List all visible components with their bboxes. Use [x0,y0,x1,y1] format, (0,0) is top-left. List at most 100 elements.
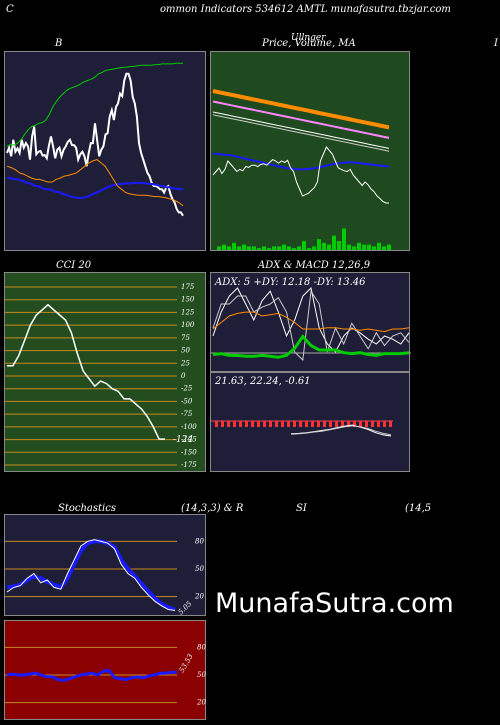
volume-bar [307,248,311,250]
cci-tick-label: 100 [181,321,195,329]
stoch-tick-label: 20 [194,593,204,601]
cci-last-value: -124 [173,435,193,445]
adx-panel: ADX: 5 +DY: 12.18 -DY: 13.46 [210,272,411,372]
si-last-value: 53.53 [178,652,195,674]
volume-bar [217,246,221,250]
macd-histogram-bar [377,421,380,427]
si-panel: 80 50 20 53.53 [4,620,206,720]
cci-tick-label: -50 [181,397,193,405]
price-ma-orange [212,89,390,130]
volume-bar [377,242,381,250]
cci-tick-label: -150 [181,448,197,456]
macd-histogram-bar [335,421,338,427]
price-close-line [212,146,389,204]
volume-bar [362,244,366,250]
volume-bar [222,244,226,250]
volume-bar [297,246,301,250]
volume-bar [382,246,386,250]
volume-bar [282,244,286,250]
cci-tick-label: -75 [181,410,193,418]
macd-histogram-bar [275,421,278,427]
volume-bar [262,246,266,250]
volume-bar [372,246,376,250]
adx-title: ADX & MACD 12,26,9 [258,260,371,271]
volume-bar [277,246,281,250]
adx-minus-di-line [212,289,410,362]
macd-histogram-bar [293,421,296,427]
cci-tick-label: -25 [181,385,193,393]
macd-histogram-bar [353,421,356,427]
macd-histogram-bar [359,421,362,427]
macd-histogram-bar [221,421,224,427]
stoch-tick-label: 80 [195,537,204,545]
macd-histogram-bar [215,421,218,427]
volume-bar [252,246,256,250]
si-chart: 80 50 20 53.53 [5,643,206,707]
bb-lower-band [6,159,184,207]
watermark: MunafaSutra.com [215,588,454,619]
stoch-panel: 80 50 20 5.05 [4,514,206,616]
macd-histogram-bar [263,421,266,427]
cci-tick-label: 150 [181,296,195,304]
adx-readout: ADX: 5 +DY: 12.18 -DY: 13.46 [215,277,366,288]
cci-tick-label: -100 [181,423,197,431]
price-ma-white [212,111,390,149]
price-ma-blue [213,153,390,171]
bb-chart [6,62,184,217]
bb-middle-band [7,177,183,199]
si-params: (14,5 [405,503,432,514]
volume-bar [232,242,236,250]
si-tick-label: 80 [197,643,206,651]
cci-tick-label: 175 [181,283,195,291]
cci-chart: 175 150 125 100 75 50 25 0 -25 -50 -75 -100 -125 -150… [5,283,197,469]
volume-bar [357,242,361,250]
volume-bar [287,246,291,250]
volume-bar [347,244,351,250]
left-marker: C [6,4,14,15]
macd-histogram-bar [317,421,320,427]
volume-bar [302,241,306,250]
macd-histogram-bar [383,421,386,427]
volume-bar [272,246,276,250]
volume-bar [367,244,371,250]
cci-tick-label: -175 [181,461,197,469]
macd-histogram-bar [233,421,236,427]
adx-chart [211,287,411,362]
macd-histogram-bar [323,421,326,427]
macd-histogram-bar [251,421,254,427]
cci-tick-label: 75 [181,334,190,342]
bb-title: B [55,38,63,49]
macd-histogram-bar [305,421,308,427]
macd-histogram-bar [281,421,284,427]
cci-tick-label: -125 [181,436,197,444]
volume-bar [322,242,326,250]
page-title: ommon Indicators 534612 AMTL munafasutra… [160,4,451,15]
price-ma-pink [212,100,390,139]
price-title: Price, Volume, MA [262,38,356,49]
macd-readout: 21.63, 22.24, -0.61 [215,376,311,387]
cci-tick-label: 50 [181,347,190,355]
macd-histogram-bar [287,421,290,427]
bb-price-line [6,72,184,217]
si-tick-label: 50 [197,671,206,679]
macd-chart [211,420,393,437]
volume-bar [387,244,391,250]
si-line [6,668,177,683]
stoch-title: Stochastics [58,503,116,514]
price-panel [210,51,410,251]
cci-tick-label: 25 [180,359,190,367]
volume-bar [327,244,331,250]
volume-bar [337,241,341,250]
macd-histogram-bar [371,421,374,427]
volume-bar [292,248,296,250]
stoch-d-line [6,539,176,612]
volume-bar [267,248,271,250]
volume-bar [247,246,251,250]
cci-panel: 175 150 125 100 75 50 25 0 -25 -50 -75 -100 -125 -150… [4,272,206,472]
adx-signal-line [212,311,410,333]
volume-bar [342,228,346,250]
macd-histogram-bar [329,421,332,427]
bb-upper-band [6,62,183,147]
volume-bar [312,246,316,250]
macd-histogram-bar [341,421,344,427]
